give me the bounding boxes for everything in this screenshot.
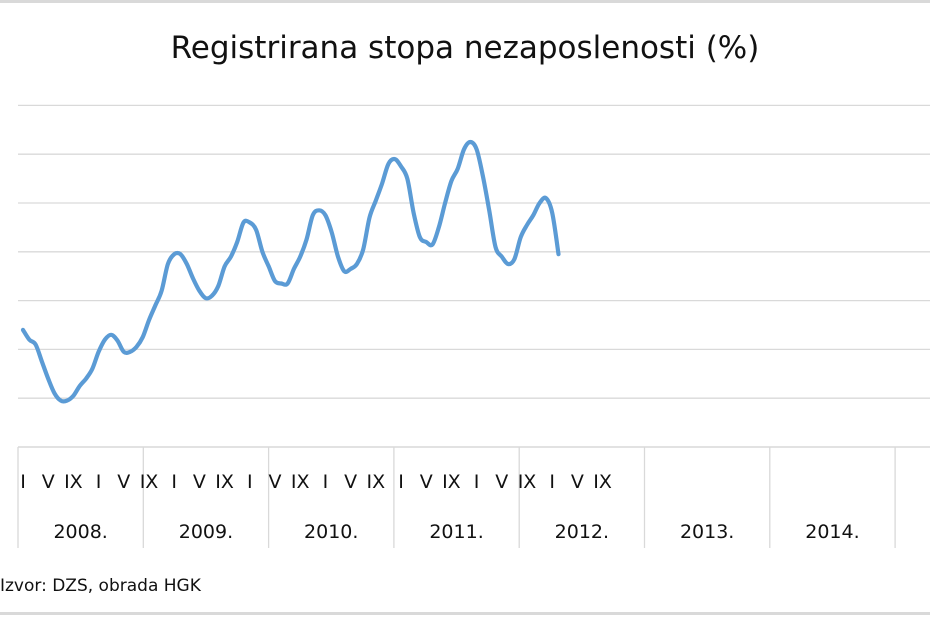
month-tick-label: I xyxy=(398,471,404,493)
year-label: 2012. xyxy=(555,521,609,543)
month-tick-label: V xyxy=(344,471,357,493)
series-layer xyxy=(20,139,561,404)
month-tick-label: IX xyxy=(215,471,234,493)
year-label: 2014. xyxy=(805,521,859,543)
month-tick-label: V xyxy=(269,471,282,493)
month-tick-label: V xyxy=(420,471,433,493)
month-tick-label: I xyxy=(247,471,253,493)
month-tick-label: IX xyxy=(140,471,159,493)
top-border xyxy=(0,0,930,3)
month-tick-label: I xyxy=(474,471,480,493)
year-label: 2009. xyxy=(179,521,233,543)
month-tick-label: I xyxy=(171,471,177,493)
month-tick-label: IX xyxy=(366,471,385,493)
year-label: 2011. xyxy=(429,521,483,543)
month-tick-label: IX xyxy=(518,471,537,493)
chart-title: Registrirana stopa nezaposlenosti (%) xyxy=(170,30,760,66)
month-tick-label: V xyxy=(42,471,55,493)
month-tick-label: V xyxy=(117,471,130,493)
source-note: Izvor: DZS, obrada HGK xyxy=(0,576,201,596)
x-year-labels: 2008.2009.2010.2011.2012.2013.2014.2015. xyxy=(53,521,859,543)
month-tick-label: V xyxy=(495,471,508,493)
month-tick-label: I xyxy=(549,471,555,493)
month-tick-label: I xyxy=(323,471,329,493)
gridlines xyxy=(18,104,930,399)
x-axis xyxy=(17,446,930,548)
month-tick-label: I xyxy=(96,471,102,493)
year-label: 2013. xyxy=(680,521,734,543)
x-tick-labels: I V IX I V IX I V IX I V IX I V IX I V IX I V IX I V IX xyxy=(20,471,612,493)
month-tick-label: IX xyxy=(64,471,83,493)
month-tick-label: IX xyxy=(291,471,310,493)
month-tick-label: V xyxy=(193,471,206,493)
bottom-border xyxy=(0,612,930,615)
year-label: 2008. xyxy=(53,521,107,543)
month-tick-label: I xyxy=(20,471,26,493)
month-tick-label: V xyxy=(571,471,584,493)
year-label: 2010. xyxy=(304,521,358,543)
series-line-unemployment xyxy=(20,139,561,404)
month-tick-label: IX xyxy=(442,471,461,493)
month-tick-label: IX xyxy=(593,471,612,493)
